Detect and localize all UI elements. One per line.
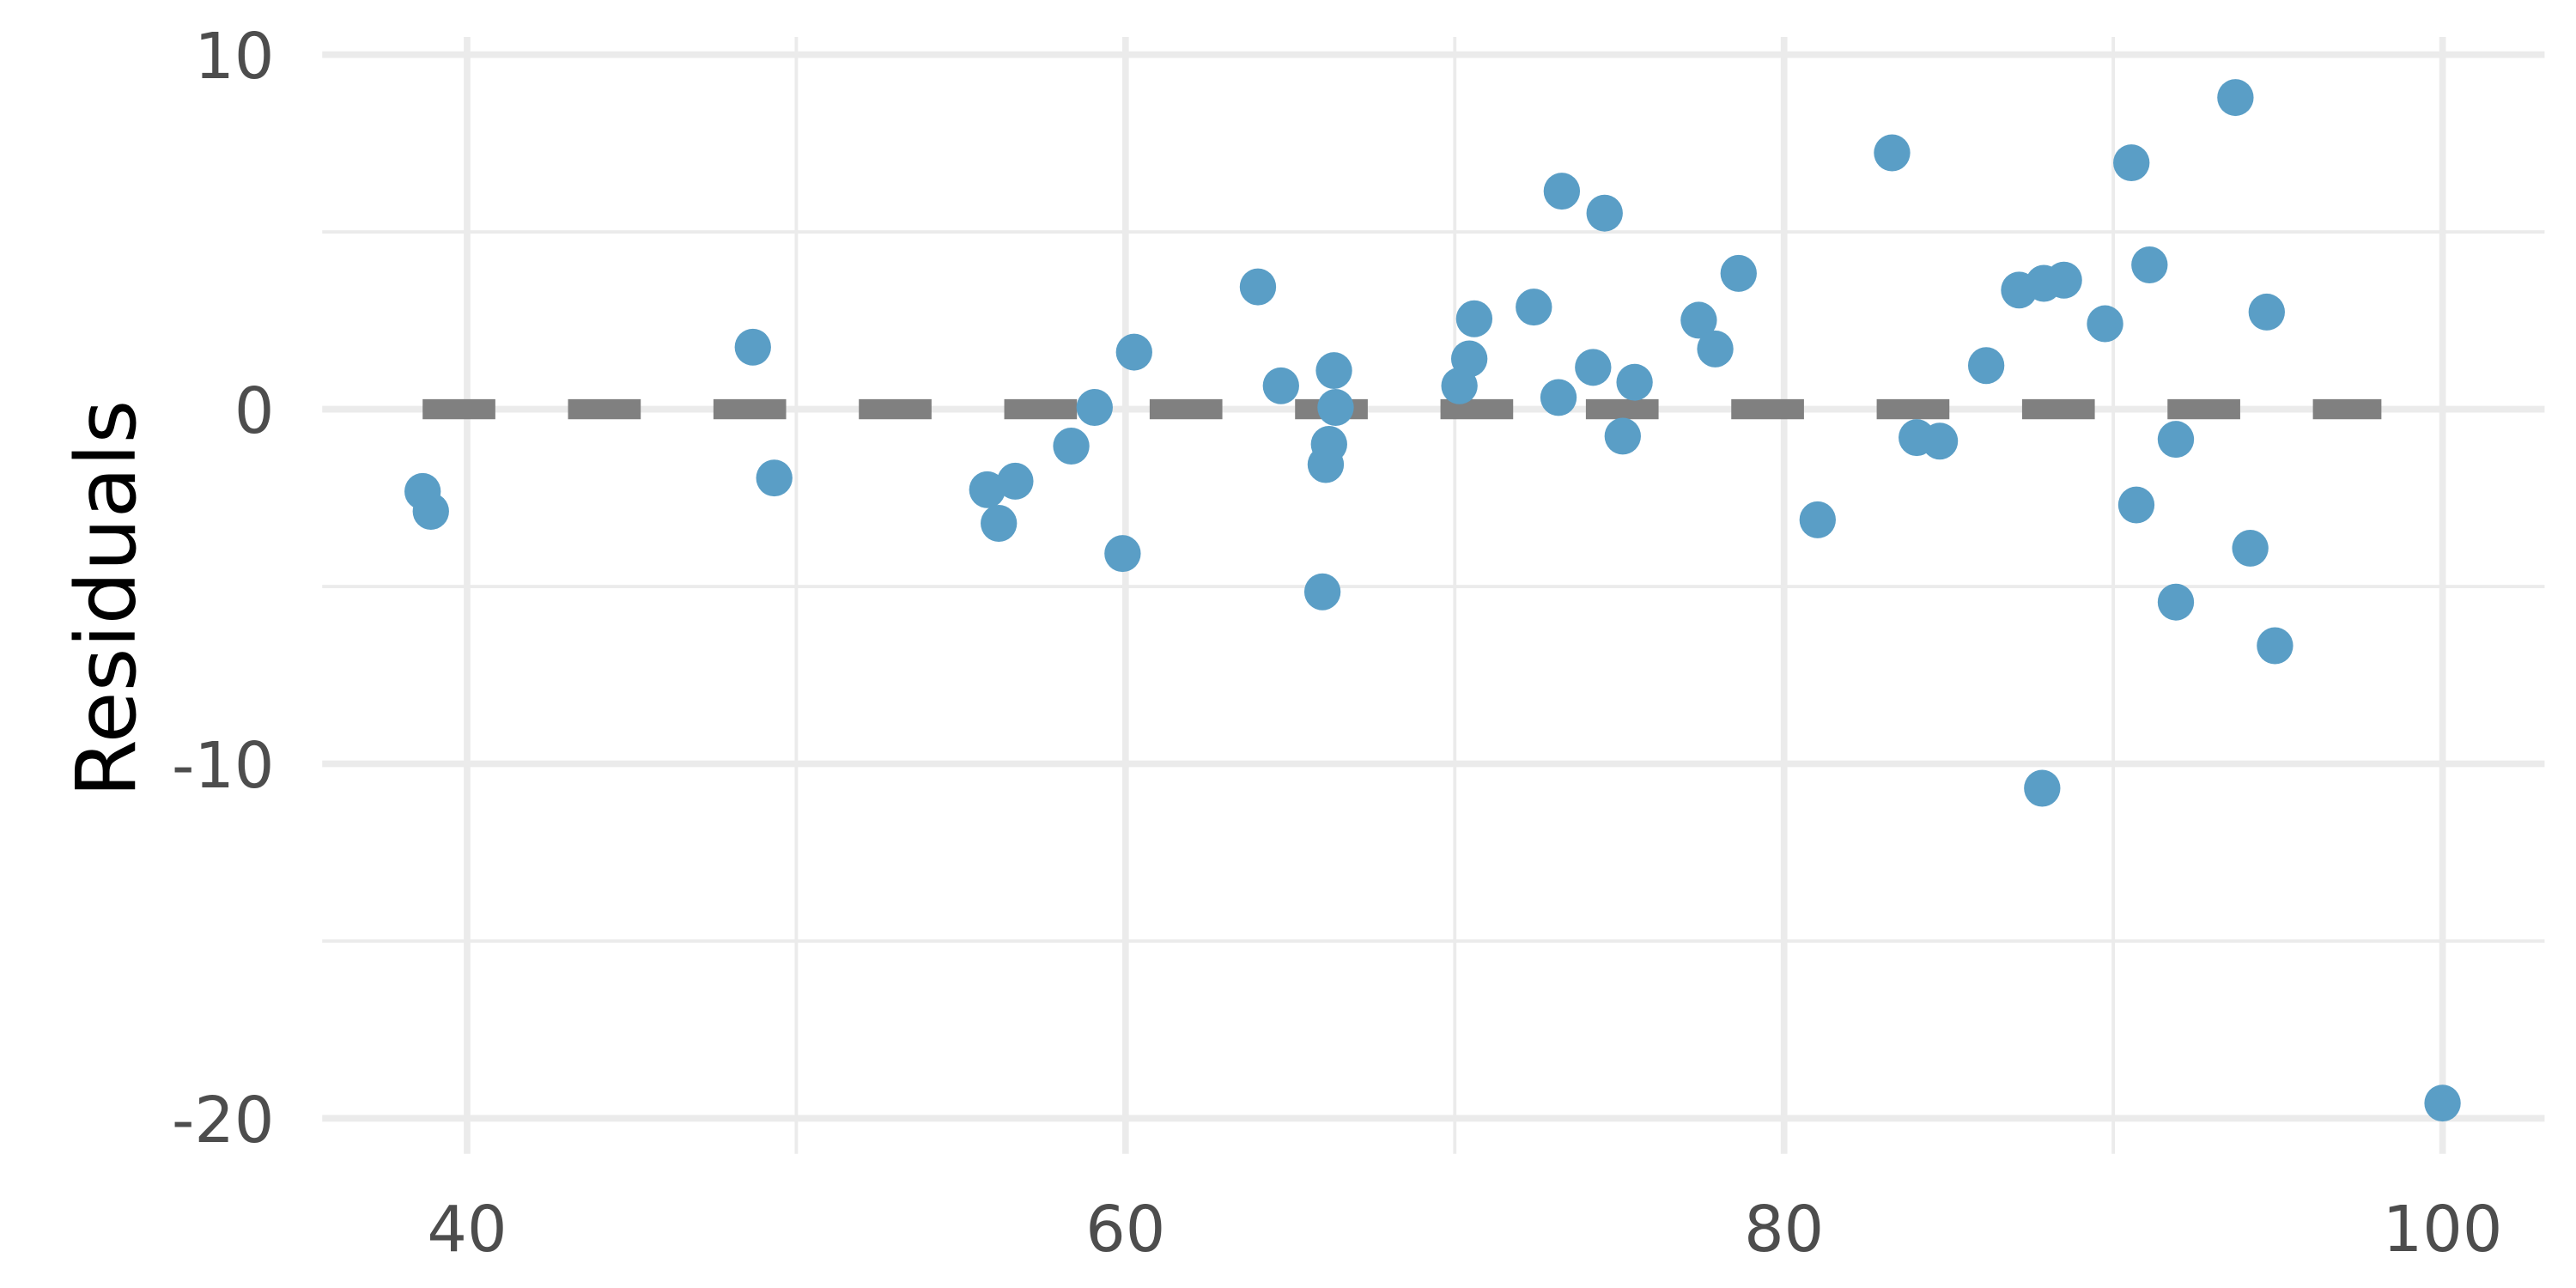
point	[756, 459, 793, 497]
point	[1455, 300, 1493, 337]
point	[1799, 501, 1836, 538]
point	[2045, 261, 2082, 299]
point	[1697, 330, 1734, 368]
y-tick-label: 0	[234, 374, 275, 448]
point	[1076, 389, 1113, 426]
point	[1616, 363, 1653, 401]
point	[2087, 305, 2123, 343]
point	[1586, 194, 1623, 232]
point	[1317, 389, 1354, 426]
point	[981, 505, 1018, 543]
point	[1540, 379, 1577, 416]
point	[1115, 333, 1152, 371]
point	[1967, 347, 2005, 385]
point	[1239, 268, 1277, 306]
point	[1262, 367, 1299, 404]
point	[2131, 246, 2168, 283]
x-tick-label: 80	[1744, 1194, 1824, 1267]
point	[1516, 289, 1552, 326]
point	[2024, 769, 2061, 807]
point	[2217, 79, 2254, 117]
point	[2113, 144, 2150, 182]
point	[1604, 417, 1641, 455]
point	[1874, 134, 1911, 172]
x-tick-label: 100	[2383, 1194, 2503, 1267]
y-tick-label: 10	[194, 20, 274, 94]
point	[1680, 301, 1717, 339]
point	[1303, 573, 1341, 611]
point	[1315, 352, 1352, 390]
x-tick-label: 40	[427, 1194, 507, 1267]
point	[1104, 535, 1141, 573]
y-tick-label: -10	[172, 729, 274, 803]
point	[1720, 254, 1757, 292]
point	[2157, 421, 2195, 459]
point	[2117, 486, 2155, 524]
y-axis-title: Residuals	[58, 400, 155, 798]
y-tick-label: -20	[172, 1084, 274, 1157]
point	[2232, 529, 2269, 567]
point	[969, 471, 1005, 508]
point	[1543, 173, 1581, 210]
point	[2248, 293, 2285, 331]
point	[2257, 627, 2293, 665]
point	[1450, 340, 1488, 378]
point	[1310, 425, 1347, 463]
point	[2157, 583, 2195, 621]
point	[1921, 422, 1959, 460]
point	[1053, 428, 1090, 465]
point	[2424, 1084, 2461, 1122]
point	[997, 462, 1034, 500]
point	[734, 328, 771, 366]
x-tick-label: 60	[1085, 1194, 1165, 1267]
point	[1575, 349, 1612, 386]
point	[412, 493, 449, 530]
